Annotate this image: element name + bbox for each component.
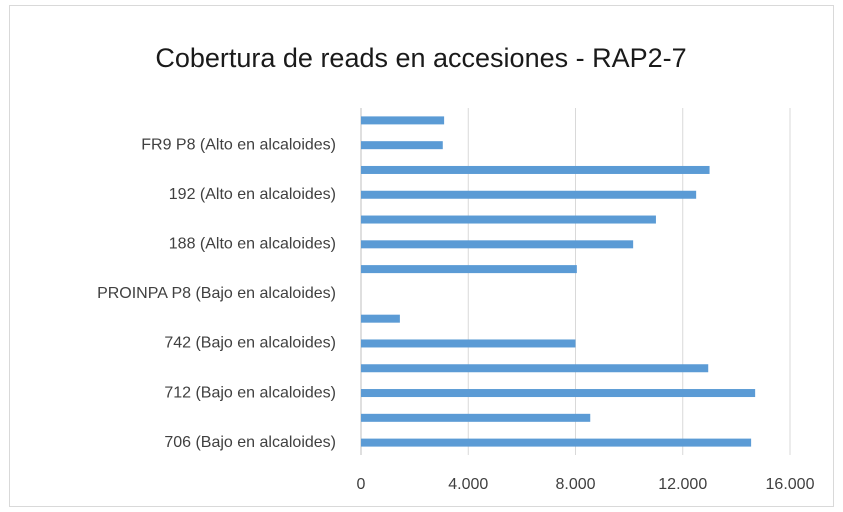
x-tick-label: 12.000: [658, 476, 707, 493]
bar: [361, 389, 756, 398]
bar: [361, 190, 697, 199]
x-tick-label: 4.000: [448, 476, 488, 493]
y-tick-label: FR9 P8 (Alto en alcaloides): [141, 136, 336, 153]
y-tick-label: 706 (Bajo en alcaloides): [164, 434, 336, 451]
bar: [361, 314, 400, 323]
y-tick-label: 188 (Alto en alcaloides): [169, 236, 336, 253]
y-tick-label: 742 (Bajo en alcaloides): [164, 335, 336, 352]
bar: [361, 265, 577, 274]
x-tick-label: 0: [357, 476, 366, 493]
y-tick-label: 712 (Bajo en alcaloides): [164, 384, 336, 401]
bar: [361, 339, 576, 348]
bar: [361, 116, 445, 125]
chart-frame: [9, 5, 834, 507]
bar: [361, 215, 656, 224]
chart-title: Cobertura de reads en accesiones - RAP2-…: [155, 43, 686, 73]
y-tick-label: 192 (Alto en alcaloides): [169, 186, 336, 203]
x-tick-label: 16.000: [766, 476, 815, 493]
bar: [361, 165, 710, 174]
bar: [361, 438, 752, 447]
y-tick-label: PROINPA P8 (Bajo en alcaloides): [97, 285, 336, 302]
bar: [361, 240, 634, 249]
x-tick-label: 8.000: [555, 476, 595, 493]
bar: [361, 141, 443, 150]
bar: [361, 413, 591, 422]
bar: [361, 364, 709, 373]
